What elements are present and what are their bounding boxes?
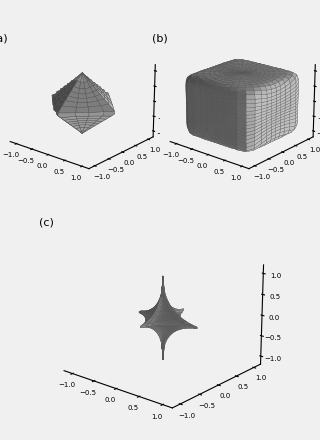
- Text: (c): (c): [39, 218, 54, 228]
- Text: (a): (a): [0, 33, 8, 44]
- Text: (b): (b): [152, 33, 168, 44]
